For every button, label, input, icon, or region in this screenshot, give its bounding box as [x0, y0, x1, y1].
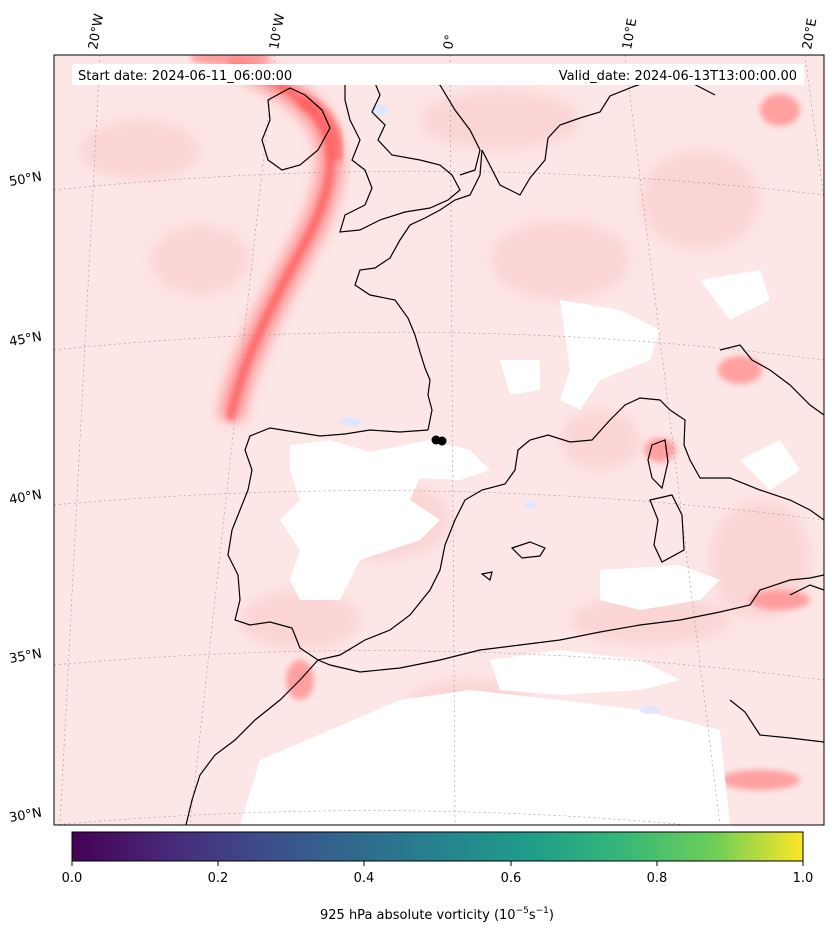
colorbar-tick-label: 1.0	[793, 871, 814, 886]
coast-ireland	[261, 87, 331, 171]
track-point-marker	[431, 435, 447, 446]
date-banner	[72, 64, 804, 85]
lon-label-10w: 10°W	[267, 13, 288, 51]
coast-italy	[683, 444, 824, 521]
lat-label-50n: 50°N	[8, 169, 43, 189]
coast-iberia	[227, 397, 686, 661]
lat-label-40n: 40°N	[8, 487, 43, 507]
valid-date-label: Valid_date: 2024-06-13T13:00:00.00	[559, 69, 797, 84]
lat-label-30n: 30°N	[8, 805, 43, 825]
coast-sardinia	[649, 494, 685, 563]
graticule	[54, 55, 824, 825]
colorbar-title: 925 hPa absolute vorticity (10−5s−1)	[320, 906, 554, 923]
vorticity-band	[217, 55, 344, 423]
coast-north-africa	[317, 574, 824, 673]
colorbar-tick-label: 0.8	[647, 871, 668, 886]
map-frame	[53, 54, 825, 826]
zero-vorticity-regions	[240, 270, 800, 825]
lat-label-45n: 45°N	[8, 329, 43, 349]
coast-corsica	[647, 439, 669, 490]
coastlines	[185, 75, 824, 825]
vorticity-field	[54, 55, 824, 825]
lon-label-20e: 20°E	[800, 17, 820, 50]
colorbar-gradient	[71, 831, 804, 862]
colorbar: 0.0 0.2 0.4 0.6 0.8 1.0 925 hPa absolute…	[62, 831, 814, 923]
colorbar-tick-label: 0.4	[354, 871, 375, 886]
lon-label-0: 0°	[441, 34, 458, 51]
colorbar-tick-label: 0.6	[501, 871, 522, 886]
coast-france	[354, 149, 483, 431]
vorticity-hotspots	[190, 55, 810, 790]
coast-britain	[339, 75, 461, 233]
lon-label-20w: 20°W	[86, 13, 107, 51]
start-date-label: Start date: 2024-06-11_06:00:00	[78, 69, 292, 84]
colorbar-ticks	[71, 861, 804, 866]
colorbar-tick-label: 0.0	[62, 871, 83, 886]
lon-label-10e: 10°E	[620, 17, 640, 50]
colorbar-tick-label: 0.2	[208, 871, 229, 886]
coast-balearics	[480, 541, 546, 582]
negative-vorticity-spots	[338, 104, 660, 714]
lat-label-35n: 35°N	[8, 646, 43, 666]
coast-morocco	[185, 659, 319, 825]
